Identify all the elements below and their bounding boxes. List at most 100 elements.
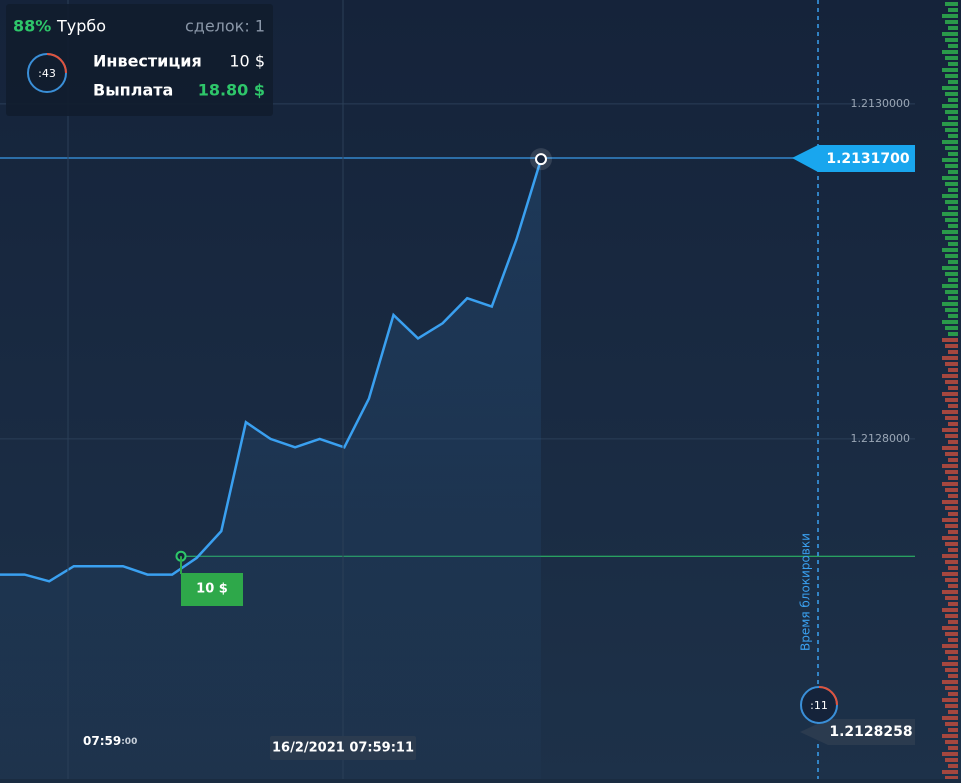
book-bar (948, 8, 958, 12)
book-bar (942, 392, 958, 396)
book-bar (942, 32, 958, 36)
book-bar (942, 446, 958, 450)
book-bar (948, 764, 958, 768)
book-bar (942, 14, 958, 18)
book-bar (942, 626, 958, 630)
book-bar (948, 602, 958, 606)
book-bar (942, 500, 958, 504)
book-bar (945, 542, 958, 546)
book-bar (945, 164, 958, 168)
book-bar (948, 206, 958, 210)
book-bar (945, 200, 958, 204)
lock-timer-progress (818, 686, 838, 706)
book-bar (945, 272, 958, 276)
book-bar (945, 776, 958, 780)
bet-label: 10 $ (196, 582, 228, 597)
book-bar (945, 434, 958, 438)
book-bar (945, 146, 958, 150)
book-bar (948, 386, 958, 390)
book-bar (942, 482, 958, 486)
book-bar (942, 248, 958, 252)
book-bar (945, 38, 958, 42)
book-bar (942, 680, 958, 684)
book-bar (948, 62, 958, 66)
book-bar (948, 530, 958, 534)
book-bar (945, 56, 958, 60)
book-bar (948, 278, 958, 282)
book-bar (942, 284, 958, 288)
book-bar (942, 212, 958, 216)
book-bar (945, 560, 958, 564)
book-bar (945, 596, 958, 600)
time-label: 07:59:00 (83, 734, 137, 748)
book-bar (942, 122, 958, 126)
book-bar (948, 422, 958, 426)
bottom-price-tag (800, 719, 915, 745)
current-price: 1.2131700 (826, 151, 910, 167)
book-bar (945, 308, 958, 312)
book-bar (942, 428, 958, 432)
lock-label: Время блокировки (799, 533, 813, 651)
book-bar (948, 368, 958, 372)
y-tick-label: 1.2130000 (851, 97, 911, 110)
book-bar (945, 470, 958, 474)
book-bar (945, 452, 958, 456)
book-bar (942, 140, 958, 144)
book-bar (945, 326, 958, 330)
book-bar (942, 554, 958, 558)
book-bar (945, 20, 958, 24)
book-bar (945, 74, 958, 78)
time-main: 07:59 (83, 734, 121, 748)
book-bar (945, 236, 958, 240)
book-bar (945, 218, 958, 222)
book-bar (948, 44, 958, 48)
book-bar (948, 710, 958, 714)
book-bar (942, 356, 958, 360)
book-bar (945, 632, 958, 636)
time-sec: :00 (121, 737, 137, 747)
book-bar (942, 536, 958, 540)
percent: 88% (13, 17, 51, 36)
book-bar (945, 182, 958, 186)
book-bar (948, 746, 958, 750)
book-bar (942, 86, 958, 90)
book-bar (948, 332, 958, 336)
book-bar (945, 524, 958, 528)
payout-label: Выплата (93, 81, 173, 100)
book-bar (942, 374, 958, 378)
book-bar (948, 242, 958, 246)
book-bar (948, 116, 958, 120)
book-bar (945, 650, 958, 654)
book-bar (942, 338, 958, 342)
book-bar (948, 440, 958, 444)
book-bar (948, 584, 958, 588)
book-bar (948, 548, 958, 552)
book-bar (942, 662, 958, 666)
book-bar (942, 464, 958, 468)
book-bar (945, 92, 958, 96)
book-bar (948, 638, 958, 642)
book-bar (945, 362, 958, 366)
book-bar (942, 770, 958, 774)
book-bar (948, 188, 958, 192)
book-bar (942, 716, 958, 720)
book-bar (945, 398, 958, 402)
y-tick-label: 1.2128000 (851, 432, 911, 445)
book-bar (942, 68, 958, 72)
book-bar (948, 296, 958, 300)
book-bar (945, 686, 958, 690)
time-cursor: 16/2/2021 07:59:11 (272, 741, 414, 756)
invest-label: Инвестиция (93, 52, 202, 71)
book-bar (945, 416, 958, 420)
book-bar (945, 128, 958, 132)
book-bar (948, 314, 958, 318)
book-bar (942, 752, 958, 756)
book-bar (948, 26, 958, 30)
last-point (535, 153, 547, 166)
book-bar (948, 692, 958, 696)
payout-value: 18.80 $ (198, 81, 265, 100)
book-bar (948, 134, 958, 138)
deals: сделок: 1 (185, 17, 265, 36)
book-bar (942, 698, 958, 702)
book-bar (942, 302, 958, 306)
